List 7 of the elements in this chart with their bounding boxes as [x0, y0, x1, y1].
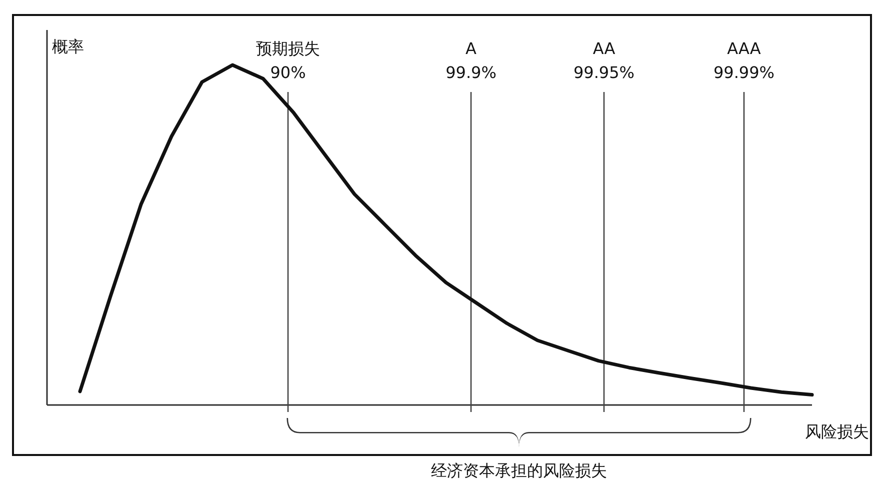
text: 经济资本承担的风险损失: [430, 461, 607, 480]
annotation: 预期损失 90%: [256, 39, 320, 82]
y-axis-title: 概率: [52, 37, 84, 56]
annotation: A 99.9%: [446, 39, 496, 82]
x-axis-title: 风险损失: [805, 422, 869, 441]
annotation: AAA 99.99%: [713, 39, 774, 82]
annotation: AA 99.95%: [573, 39, 634, 82]
